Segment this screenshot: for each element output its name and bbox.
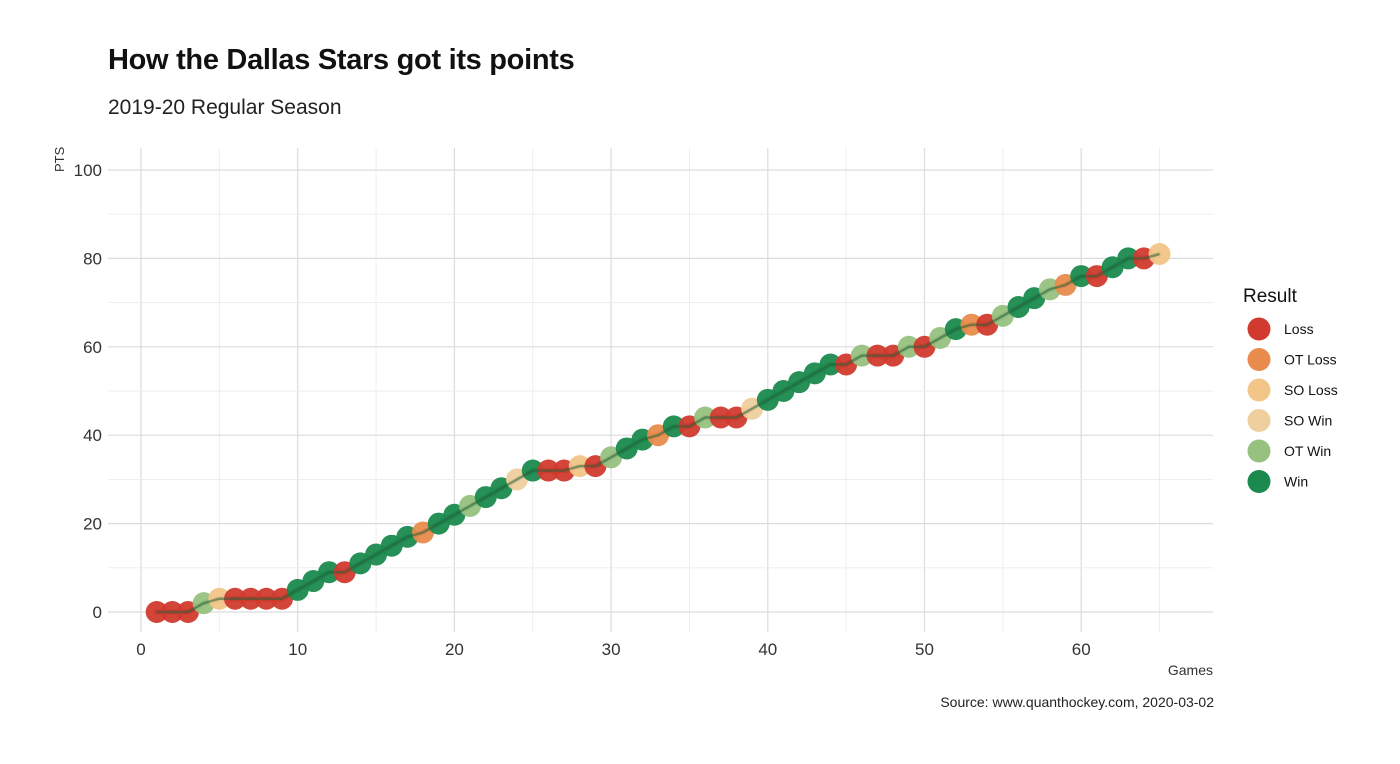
y-tick-label: 40 [83, 426, 102, 445]
y-axis-label: PTS [52, 146, 67, 172]
chart-subtitle: 2019-20 Regular Season [108, 96, 342, 119]
legend-swatch [1247, 409, 1271, 432]
data-point [145, 601, 168, 623]
y-axis: 0 20 40 60 80 100 [74, 161, 102, 622]
legend-label: SO Loss [1284, 382, 1338, 398]
x-tick-label: 40 [758, 640, 777, 659]
legend-label: Loss [1284, 321, 1314, 337]
x-axis: 0 10 20 30 40 50 60 [136, 640, 1090, 659]
x-tick-label: 20 [445, 640, 464, 659]
legend-swatch [1247, 439, 1271, 463]
y-tick-label: 100 [74, 161, 102, 180]
legend-label: OT Win [1284, 443, 1331, 459]
legend-label: SO Win [1284, 413, 1332, 429]
x-tick-label: 10 [288, 640, 307, 659]
x-tick-label: 0 [136, 640, 145, 659]
legend-swatch [1247, 317, 1271, 341]
x-axis-label: Games [1168, 662, 1213, 678]
chart-caption: Source: www.quanthockey.com, 2020-03-02 [940, 694, 1214, 710]
data-point [1148, 242, 1171, 265]
points-line-overlay [156, 252, 1160, 614]
legend: Result Loss OT Loss SO Loss SO Win OT Win Win [1243, 286, 1338, 493]
chart-title: How the Dallas Stars got its points [108, 44, 575, 76]
legend-swatch [1247, 470, 1271, 493]
x-tick-label: 50 [915, 640, 934, 659]
x-tick-label: 60 [1072, 640, 1091, 659]
y-tick-label: 80 [83, 249, 102, 268]
grid [108, 148, 1213, 632]
legend-label: Win [1284, 474, 1308, 490]
y-tick-label: 20 [83, 515, 102, 534]
y-tick-label: 60 [83, 338, 102, 357]
y-tick-label: 0 [93, 603, 102, 622]
legend-swatch [1247, 348, 1271, 371]
legend-title: Result [1243, 286, 1298, 307]
legend-label: OT Loss [1284, 352, 1337, 368]
points-layer [145, 242, 1171, 623]
x-tick-label: 30 [602, 640, 621, 659]
legend-swatch [1247, 378, 1271, 402]
